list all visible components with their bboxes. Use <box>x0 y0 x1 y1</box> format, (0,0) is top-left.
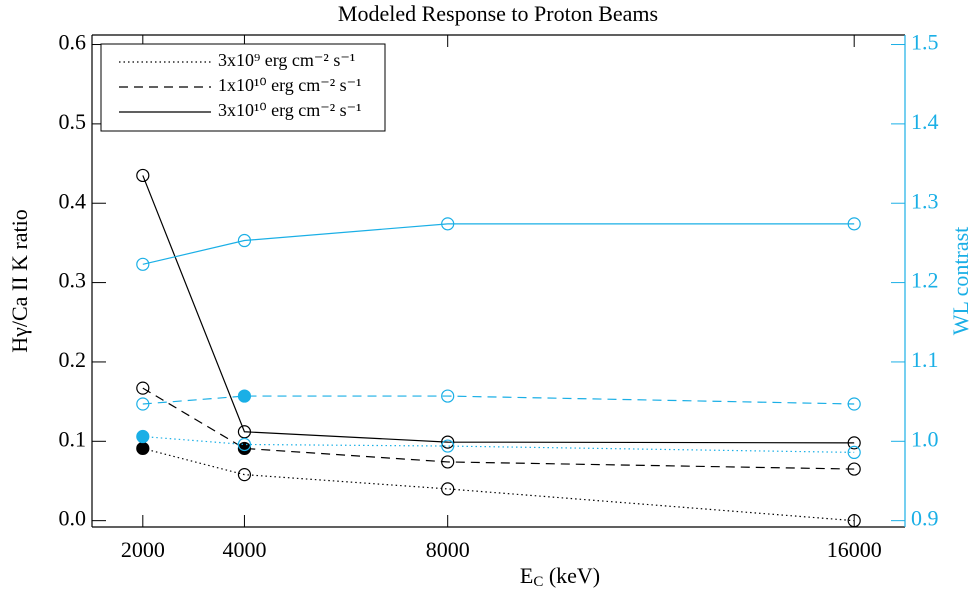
marker <box>847 514 861 528</box>
marker <box>237 233 252 248</box>
y-tick-label: 0.5 <box>59 109 87 134</box>
marker <box>237 425 252 439</box>
y-tick-label: 0.3 <box>59 268 87 293</box>
x-tick-label: 4000 <box>222 537 266 562</box>
marker <box>237 468 252 482</box>
marker <box>847 445 861 460</box>
y-axis-label: Hγ/Ca II K ratio <box>7 209 32 353</box>
y2-tick-label: 1.3 <box>911 188 939 213</box>
x-tick-label: 2000 <box>121 537 165 562</box>
x-axis-label: EC (keV) <box>520 563 600 590</box>
marker <box>441 217 455 231</box>
y2-tick-label: 1.5 <box>911 30 939 55</box>
series-line <box>142 223 855 265</box>
marker <box>847 397 861 411</box>
chart-title: Modeled Response to Proton Beams <box>338 1 658 26</box>
y2-axis-label: WL contrast <box>948 227 973 336</box>
legend-label: 3x10¹⁰ erg cm⁻² s⁻¹ <box>218 100 362 120</box>
marker <box>237 389 252 403</box>
y-tick-label: 0.2 <box>59 347 87 372</box>
marker <box>136 168 150 183</box>
legend-label: 1x10¹⁰ erg cm⁻² s⁻¹ <box>218 75 362 95</box>
x-tick-label: 8000 <box>426 537 470 562</box>
marker <box>136 257 150 271</box>
marker <box>237 437 252 452</box>
marker <box>441 389 455 403</box>
marker <box>136 397 150 411</box>
series-line <box>142 447 855 522</box>
marker <box>441 455 455 469</box>
y-tick-label: 0.0 <box>59 506 87 531</box>
y2-tick-label: 1.0 <box>911 426 939 451</box>
marker <box>136 381 150 395</box>
series-line <box>142 435 855 454</box>
marker <box>847 462 861 476</box>
x-label-main: E <box>520 563 533 588</box>
legend-label: 3x10⁹ erg cm⁻² s⁻¹ <box>218 50 355 70</box>
x-label-rest: (keV) <box>543 563 600 588</box>
y-tick-label: 0.4 <box>59 188 87 213</box>
y-tick-label: 0.6 <box>59 30 87 55</box>
y2-tick-label: 1.2 <box>911 268 939 293</box>
legend-box <box>100 43 386 132</box>
series-line <box>142 387 855 470</box>
marker <box>847 217 861 231</box>
series-line <box>142 395 855 405</box>
x-tick-label: 16000 <box>827 537 882 562</box>
marker <box>237 441 252 456</box>
marker <box>441 435 455 449</box>
y2-tick-label: 1.1 <box>911 347 939 372</box>
y-tick-label: 0.1 <box>59 426 87 451</box>
x-label-sub: C <box>533 574 543 590</box>
marker <box>847 436 861 450</box>
marker <box>441 482 455 496</box>
marker <box>136 441 150 456</box>
y2-tick-label: 1.4 <box>911 109 939 134</box>
series-line <box>142 175 855 444</box>
marker <box>136 429 150 444</box>
y2-tick-label: 0.9 <box>911 506 939 531</box>
marker <box>441 439 455 453</box>
